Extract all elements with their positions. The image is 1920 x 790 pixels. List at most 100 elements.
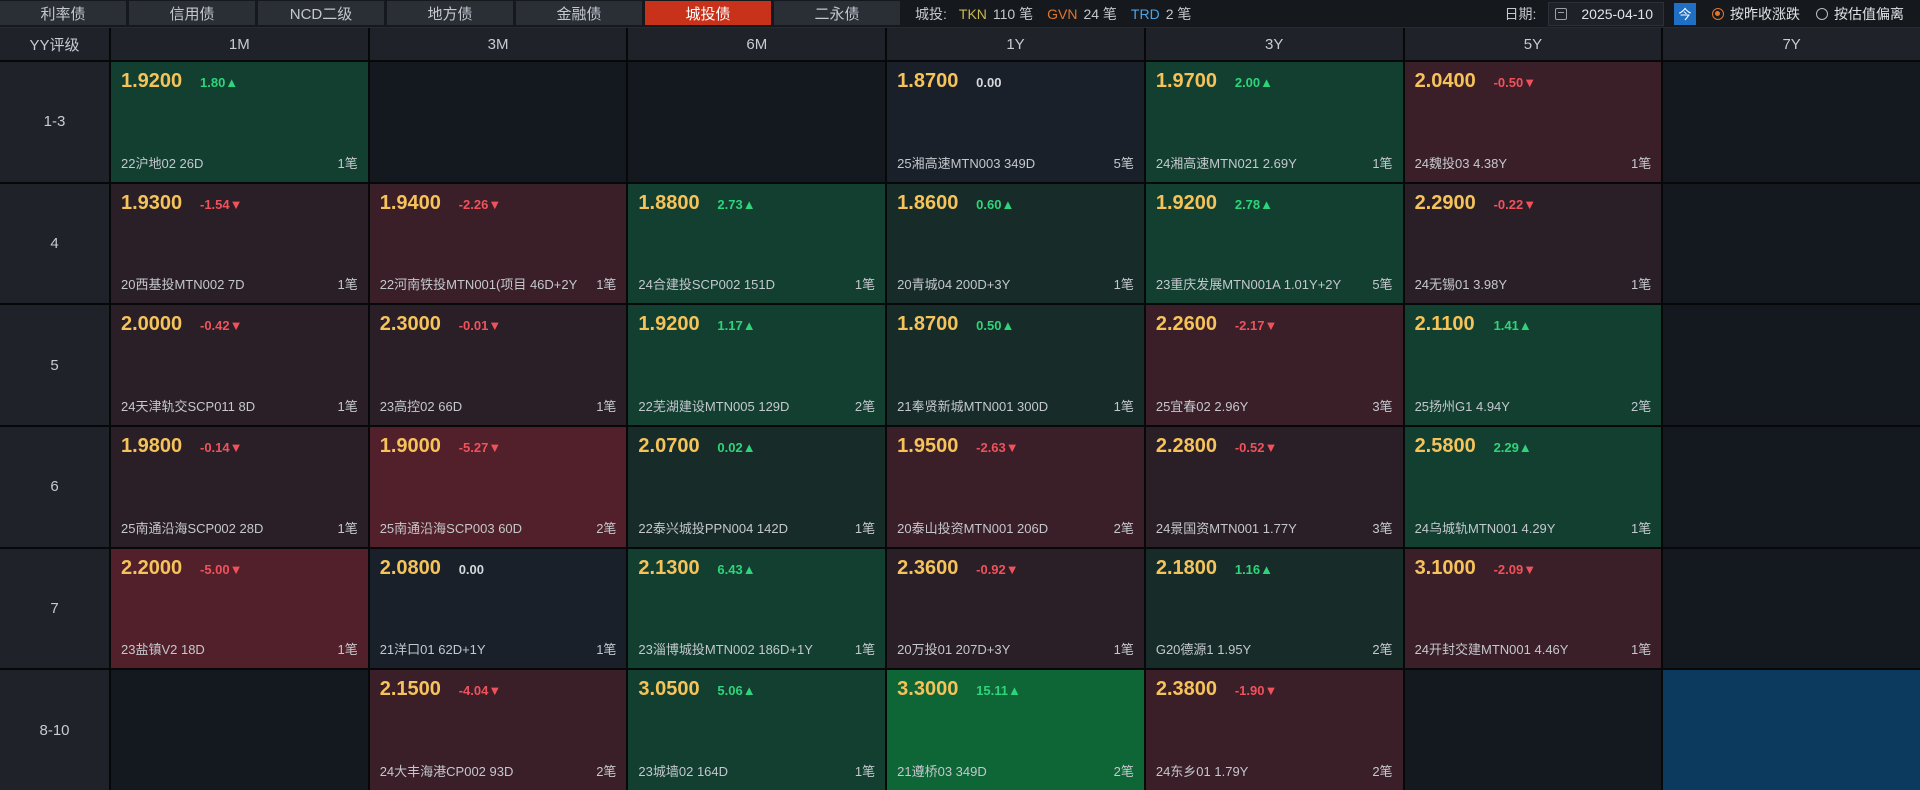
- change-value: 2.00▲: [1234, 75, 1274, 90]
- change-value: -1.54▼: [200, 196, 243, 212]
- yield-cell[interactable]: 2.1800 1.16▲ G20德源1 1.95Y 2笔: [1145, 548, 1403, 669]
- bond-name: 20青城04 200D+3Y: [897, 277, 1011, 293]
- bond-name: 24湘高速MTN021 2.69Y: [1155, 155, 1297, 171]
- right-controls: 日期: 2025-04-10 今 按昨收涨跌 按估值偏离: [1504, 0, 1920, 27]
- tab-6[interactable]: 二永债: [774, 1, 900, 25]
- empty-cell[interactable]: [1663, 305, 1920, 425]
- yield-cell[interactable]: 1.9400 -2.26▼ 22河南铁投MTN001(项目 46D+2Y 1笔: [369, 183, 627, 304]
- yield-matrix: YY评级 1M 3M 6M 1Y 3Y 5Y 7Y 1-3 1.9200 1.80▲ 22沪地02 2…: [0, 28, 1920, 790]
- yield-value: 3.0500: [638, 678, 700, 701]
- yield-cell[interactable]: 1.9700 2.00▲ 24湘高速MTN021 2.69Y 1笔: [1145, 62, 1403, 182]
- yield-cell[interactable]: 2.0400 -0.50▼ 24魏投03 4.38Y 1笔: [1404, 62, 1662, 182]
- bond-name: 25湘高速MTN003 349D: [897, 155, 1036, 171]
- bond-name: 25宜春02 2.96Y: [1155, 398, 1249, 414]
- bond-name: 25扬州G1 4.94Y: [1414, 398, 1510, 414]
- empty-cell[interactable]: [1663, 548, 1920, 669]
- yield-cell[interactable]: 1.9200 2.78▲ 23重庆发展MTN001A 1.01Y+2Y 5笔: [1145, 183, 1403, 304]
- empty-cell[interactable]: [111, 670, 368, 790]
- yield-cell[interactable]: 2.2600 -2.17▼ 25宜春02 2.96Y 3笔: [1145, 305, 1403, 425]
- empty-cell[interactable]: [1663, 183, 1920, 304]
- yield-cell[interactable]: 1.9200 1.17▲ 22芜湖建设MTN005 129D 2笔: [628, 305, 886, 425]
- rating-row-label: 4: [0, 183, 109, 304]
- empty-cell[interactable]: [1663, 426, 1920, 547]
- grid-corner-header: YY评级: [0, 28, 109, 60]
- yield-cell[interactable]: 1.8800 2.73▲ 24合建投SCP002 151D 1笔: [628, 183, 886, 304]
- tab-5[interactable]: 城投债: [645, 1, 771, 25]
- bond-name: 23盐镇V2 18D: [121, 642, 205, 658]
- yield-value: 2.0000: [121, 313, 183, 336]
- yield-cell[interactable]: 2.0700 0.02▲ 22泰兴城投PPN004 142D 1笔: [628, 426, 886, 547]
- yield-cell[interactable]: 2.3600 -0.92▼ 20万投01 207D+3Y 1笔: [887, 548, 1144, 669]
- yield-value: 2.0400: [1414, 70, 1476, 92]
- yield-value: 2.2000: [121, 556, 183, 579]
- trade-count: 1笔: [854, 277, 876, 293]
- empty-cell[interactable]: [1663, 62, 1920, 182]
- yield-cell[interactable]: 3.3000 15.11▲ 21遵桥03 349D 2笔: [887, 670, 1144, 790]
- yield-cell[interactable]: 2.2900 -0.22▼ 24无锡01 3.98Y 1笔: [1404, 183, 1662, 304]
- radio-valuation-deviation[interactable]: 按估值偏离: [1816, 4, 1904, 24]
- change-value: 15.11▲: [976, 683, 1021, 699]
- today-button[interactable]: 今: [1674, 2, 1696, 25]
- yield-cell[interactable]: 2.2800 -0.52▼ 24景国资MTN001 1.77Y 3笔: [1145, 426, 1403, 547]
- yield-cell[interactable]: 1.8600 0.60▲ 20青城04 200D+3Y 1笔: [887, 183, 1144, 304]
- stat-count-gvn: 24 笔: [1083, 5, 1117, 22]
- yield-cell[interactable]: 1.9000 -5.27▼ 25南通沿海SCP003 60D 2笔: [369, 426, 627, 547]
- yield-cell[interactable]: 1.8700 0.00 25湘高速MTN003 349D 5笔: [887, 62, 1144, 182]
- trade-count: 3笔: [1372, 398, 1393, 414]
- change-value: 0.00: [458, 561, 485, 577]
- yield-value: 1.9200: [638, 313, 700, 336]
- yield-value: 2.0800: [379, 556, 441, 579]
- change-value: 0.60▲: [976, 196, 1015, 212]
- bond-name: 24合建投SCP002 151D: [638, 277, 775, 293]
- yield-cell[interactable]: 2.3000 -0.01▼ 23高控02 66D 1笔: [369, 305, 627, 425]
- trade-count: 1笔: [1631, 520, 1652, 536]
- tab-2[interactable]: NCD二级: [258, 1, 384, 25]
- column-header-5y: 5Y: [1404, 28, 1662, 60]
- radio-unchecked-icon: [1816, 7, 1828, 20]
- yield-value: 3.3000: [897, 678, 959, 701]
- change-value: -0.01▼: [458, 318, 502, 334]
- stat-code-tkn: TKN: [958, 5, 987, 22]
- tab-1[interactable]: 信用债: [129, 1, 255, 25]
- empty-cell[interactable]: [628, 62, 886, 182]
- tab-0[interactable]: 利率债: [0, 1, 126, 25]
- yield-cell[interactable]: 2.3800 -1.90▼ 24东乡01 1.79Y 2笔: [1145, 670, 1403, 790]
- yield-cell[interactable]: 1.9300 -1.54▼ 20西基投MTN002 7D 1笔: [111, 183, 368, 304]
- yield-cell[interactable]: 2.0000 -0.42▼ 24天津轨交SCP011 8D 1笔: [111, 305, 368, 425]
- yield-cell[interactable]: 1.8700 0.50▲ 21奉贤新城MTN001 300D 1笔: [887, 305, 1144, 425]
- yield-value: 1.9200: [1155, 191, 1218, 214]
- tab-3[interactable]: 地方债: [387, 1, 513, 25]
- yield-cell[interactable]: 1.9200 1.80▲ 22沪地02 26D 1笔: [111, 62, 368, 182]
- trade-count: 2笔: [1372, 763, 1393, 779]
- yield-value: 2.3600: [897, 556, 959, 579]
- yield-cell[interactable]: 3.1000 -2.09▼ 24开封交建MTN001 4.46Y 1笔: [1404, 548, 1662, 669]
- yield-cell[interactable]: 1.9800 -0.14▼ 25南通沿海SCP002 28D 1笔: [111, 426, 368, 547]
- empty-cell[interactable]: [1404, 670, 1662, 790]
- yield-cell[interactable]: 3.0500 5.06▲ 23城墙02 164D 1笔: [628, 670, 886, 790]
- trade-count: 2笔: [1113, 520, 1134, 536]
- yield-value: 1.9700: [1155, 70, 1218, 92]
- bond-name: 24魏投03 4.38Y: [1414, 155, 1508, 171]
- yield-cell[interactable]: 1.9500 -2.63▼ 20泰山投资MTN001 206D 2笔: [887, 426, 1144, 547]
- change-value: -0.50▼: [1493, 75, 1537, 90]
- yield-cell[interactable]: 2.1500 -4.04▼ 24大丰海港CP002 93D 2笔: [369, 670, 627, 790]
- yield-cell[interactable]: 2.1100 1.41▲ 25扬州G1 4.94Y 2笔: [1404, 305, 1662, 425]
- yield-cell[interactable]: 2.1300 6.43▲ 23淄博城投MTN002 186D+1Y 1笔: [628, 548, 886, 669]
- tab-4[interactable]: 金融债: [516, 1, 642, 25]
- bond-name: 22沪地02 26D: [121, 155, 204, 171]
- change-value: -2.09▼: [1493, 561, 1537, 577]
- radio-close-change[interactable]: 按昨收涨跌: [1712, 4, 1800, 24]
- trade-count: 3笔: [1372, 520, 1393, 536]
- change-value: 0.50▲: [976, 318, 1015, 334]
- calendar-icon[interactable]: [1555, 7, 1568, 20]
- change-value: -0.92▼: [976, 561, 1019, 577]
- date-picker[interactable]: 2025-04-10: [1548, 1, 1664, 26]
- yield-cell[interactable]: 2.5800 2.29▲ 24乌城轨MTN001 4.29Y 1笔: [1404, 426, 1662, 547]
- trade-count: 1笔: [1631, 642, 1652, 658]
- selected-empty-cell[interactable]: [1663, 670, 1920, 790]
- rating-row-label: 5: [0, 305, 109, 425]
- empty-cell[interactable]: [369, 62, 627, 182]
- yield-cell[interactable]: 2.0800 0.00 21洋口01 62D+1Y 1笔: [369, 548, 627, 669]
- trade-count: 1笔: [1631, 155, 1652, 171]
- yield-cell[interactable]: 2.2000 -5.00▼ 23盐镇V2 18D 1笔: [111, 548, 368, 669]
